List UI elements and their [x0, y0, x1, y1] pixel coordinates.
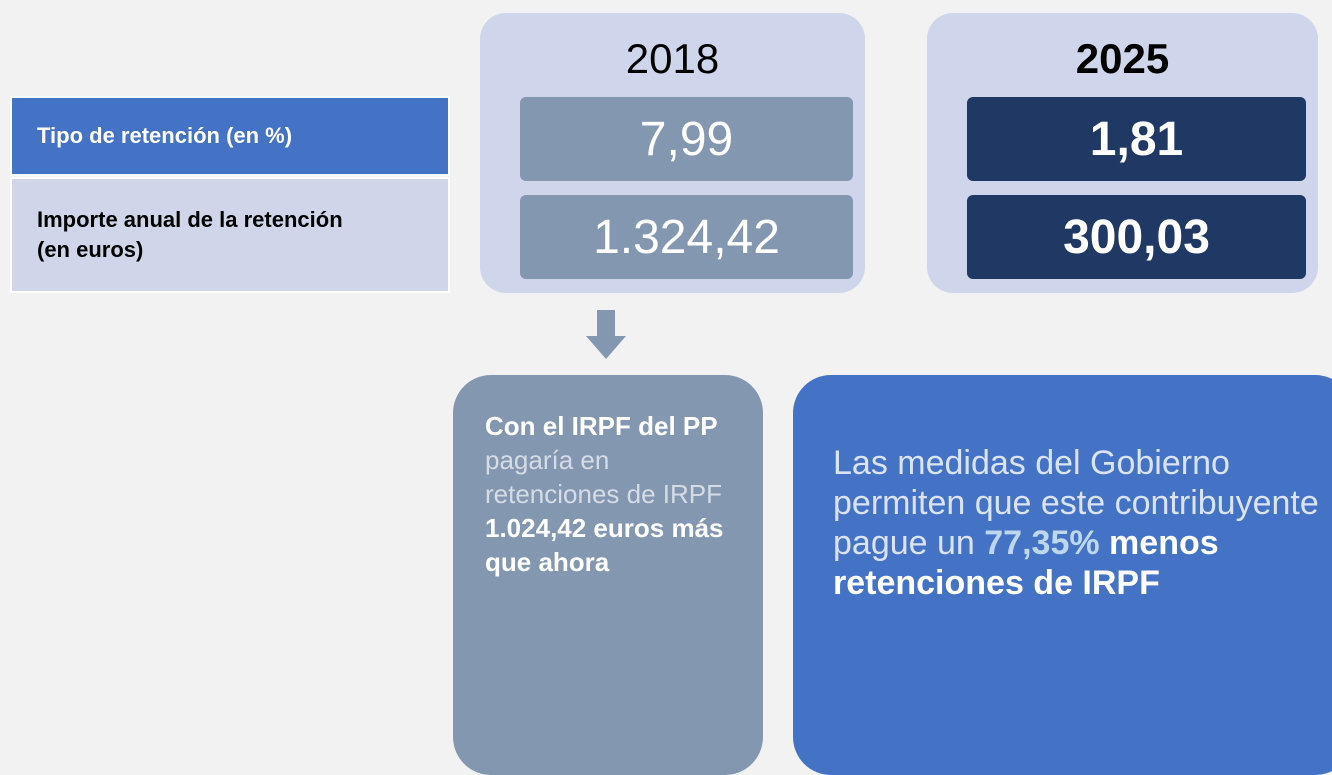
- note-left: Con el IRPF del PP pagaría en retencione…: [453, 375, 763, 775]
- year-column: 2025 1,81 300,03: [927, 13, 1318, 293]
- note-right: Las medidas del Gobierno permiten que es…: [793, 375, 1332, 775]
- value-cell: 7,99: [520, 97, 853, 181]
- arrow: [586, 310, 626, 359]
- row-label-text: Importe anual de la retención (en euros): [37, 207, 343, 262]
- value-cell: 1,81: [967, 97, 1306, 181]
- year-column: 2018 7,99 1.324,42: [480, 13, 865, 293]
- note-text: 77,35%: [984, 524, 1100, 562]
- note-text: 1.024,42 euros más que ahora: [485, 513, 724, 577]
- row-label: Importe anual de la retención (en euros): [10, 177, 450, 293]
- note-text: menos retenciones de IRPF: [833, 524, 1219, 602]
- year: 2025: [1075, 35, 1170, 82]
- note-text: Las medidas del Gobierno permiten que es…: [833, 444, 1319, 562]
- value-cell: 1.324,42: [520, 195, 853, 279]
- page: {"table": { "rows": ["Tipo de retención …: [10, 13, 1332, 775]
- year: 2018: [625, 35, 720, 82]
- row-label: Tipo de retención (en %): [10, 96, 450, 176]
- arrow-shape: [586, 310, 626, 359]
- note-text: Con el IRPF del PP: [485, 411, 718, 441]
- note-text: pagaría en retenciones de IRPF: [485, 445, 723, 509]
- value-cell: 300,03: [967, 195, 1306, 279]
